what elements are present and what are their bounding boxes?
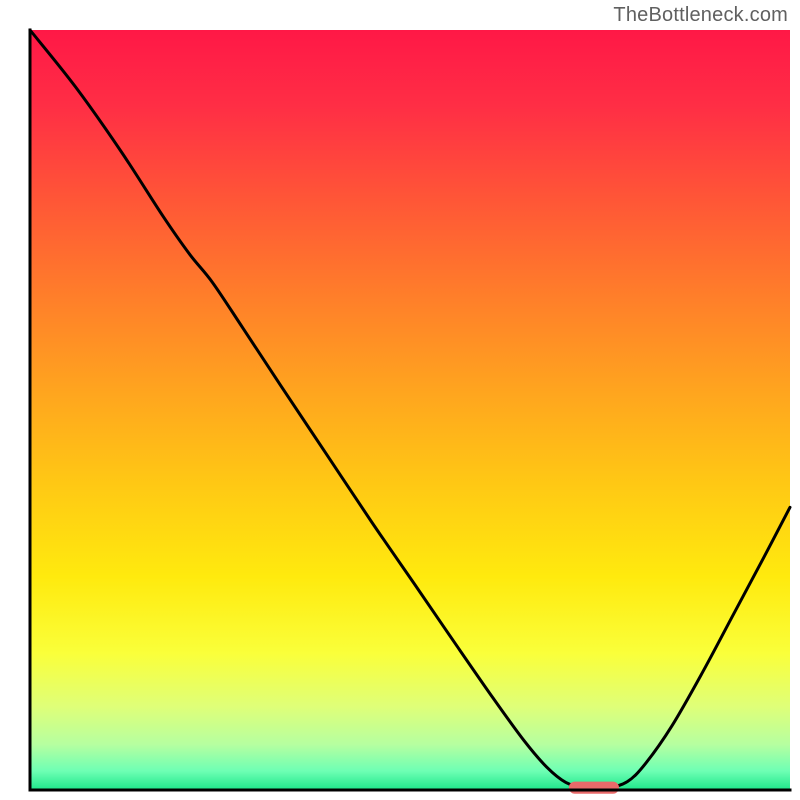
chart-svg [0,0,800,800]
optimum_marker [569,782,619,794]
plot-background [30,30,790,790]
chart-stage: TheBottleneck.com [0,0,800,800]
